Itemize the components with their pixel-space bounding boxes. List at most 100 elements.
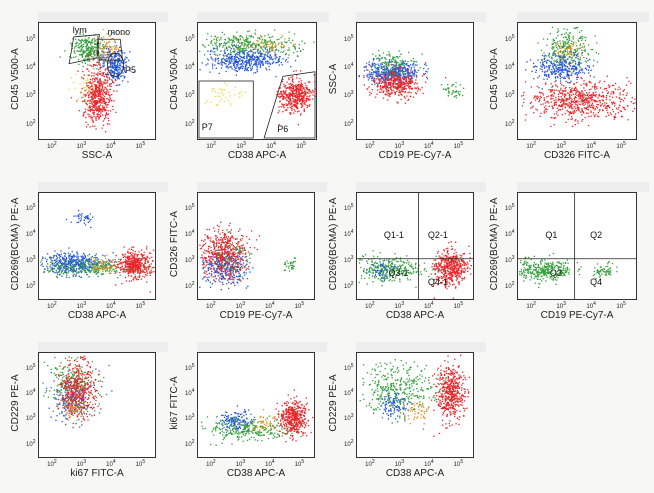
event-point xyxy=(385,82,387,84)
event-point xyxy=(594,86,596,88)
event-point xyxy=(100,47,102,50)
event-point xyxy=(570,100,572,102)
event-point xyxy=(265,67,267,69)
event-point xyxy=(65,218,68,221)
event-point xyxy=(537,96,539,98)
event-point xyxy=(403,68,405,70)
event-point xyxy=(239,55,241,57)
event-point xyxy=(584,108,586,110)
event-point xyxy=(405,64,407,66)
event-point xyxy=(278,123,280,126)
scatter-svg xyxy=(198,29,316,139)
event-point xyxy=(123,69,126,71)
event-point xyxy=(405,82,407,84)
event-point xyxy=(554,72,556,74)
event-point xyxy=(295,102,297,105)
event-point xyxy=(410,87,412,89)
event-point xyxy=(222,46,224,48)
event-point xyxy=(302,95,304,98)
event-point xyxy=(553,50,556,52)
event-point xyxy=(215,54,217,56)
event-point xyxy=(83,46,85,48)
event-point xyxy=(395,67,397,70)
event-point xyxy=(312,94,314,96)
event-point xyxy=(404,86,406,88)
event-point xyxy=(575,101,577,103)
event-point xyxy=(571,68,573,70)
event-point xyxy=(276,49,278,51)
event-point xyxy=(89,46,91,49)
event-point xyxy=(595,52,597,54)
event-point xyxy=(220,36,222,38)
event-point xyxy=(302,99,304,101)
event-point xyxy=(376,76,379,78)
event-point xyxy=(289,95,291,98)
event-point xyxy=(378,64,380,67)
event-point xyxy=(87,74,89,76)
event-point xyxy=(271,44,274,46)
event-point xyxy=(376,75,378,77)
event-point xyxy=(271,47,273,49)
event-point xyxy=(119,63,121,65)
event-point xyxy=(127,59,130,61)
event-point xyxy=(281,43,284,46)
event-point xyxy=(578,37,580,39)
event-point xyxy=(228,63,230,66)
event-point xyxy=(87,258,89,260)
event-point xyxy=(578,107,580,109)
cluster-blue xyxy=(99,32,136,86)
event-point xyxy=(226,55,228,57)
event-point xyxy=(244,45,246,47)
event-point xyxy=(99,101,101,104)
event-point xyxy=(93,78,96,80)
event-point xyxy=(561,52,563,54)
event-point xyxy=(74,52,76,54)
event-point xyxy=(578,103,580,105)
event-point xyxy=(92,101,94,103)
event-point xyxy=(255,72,257,74)
event-point xyxy=(95,116,97,118)
event-point xyxy=(124,58,126,60)
event-point xyxy=(385,83,387,85)
event-point xyxy=(532,105,534,107)
event-point xyxy=(596,101,598,103)
event-point xyxy=(103,47,106,49)
event-point xyxy=(107,101,110,103)
event-point xyxy=(593,94,595,96)
event-point xyxy=(106,98,108,100)
event-point xyxy=(551,86,553,88)
event-point xyxy=(99,83,102,85)
event-point xyxy=(398,92,400,94)
event-point xyxy=(301,92,303,94)
event-point xyxy=(276,91,278,93)
event-point xyxy=(234,35,236,38)
event-point xyxy=(261,52,263,54)
event-point xyxy=(81,39,84,42)
event-point xyxy=(275,56,278,58)
event-point xyxy=(265,60,267,62)
event-point xyxy=(97,106,99,108)
event-point xyxy=(83,219,86,221)
event-point xyxy=(100,91,102,93)
event-point xyxy=(386,74,389,76)
event-point xyxy=(404,80,407,82)
event-point xyxy=(260,55,262,57)
event-point xyxy=(223,61,225,64)
event-point xyxy=(248,62,250,64)
event-point xyxy=(217,92,219,94)
x-tick-label: 102 xyxy=(365,141,375,150)
event-point xyxy=(90,43,92,46)
event-point xyxy=(254,62,256,64)
event-point xyxy=(57,271,60,273)
event-point xyxy=(103,109,105,111)
event-point xyxy=(228,53,230,55)
event-point xyxy=(114,65,116,67)
event-point xyxy=(222,54,224,56)
event-point xyxy=(239,39,241,41)
event-point xyxy=(408,72,410,74)
event-point xyxy=(287,94,289,96)
event-point xyxy=(100,53,102,55)
event-point xyxy=(614,88,616,90)
event-point xyxy=(626,92,628,94)
event-point xyxy=(90,117,92,119)
